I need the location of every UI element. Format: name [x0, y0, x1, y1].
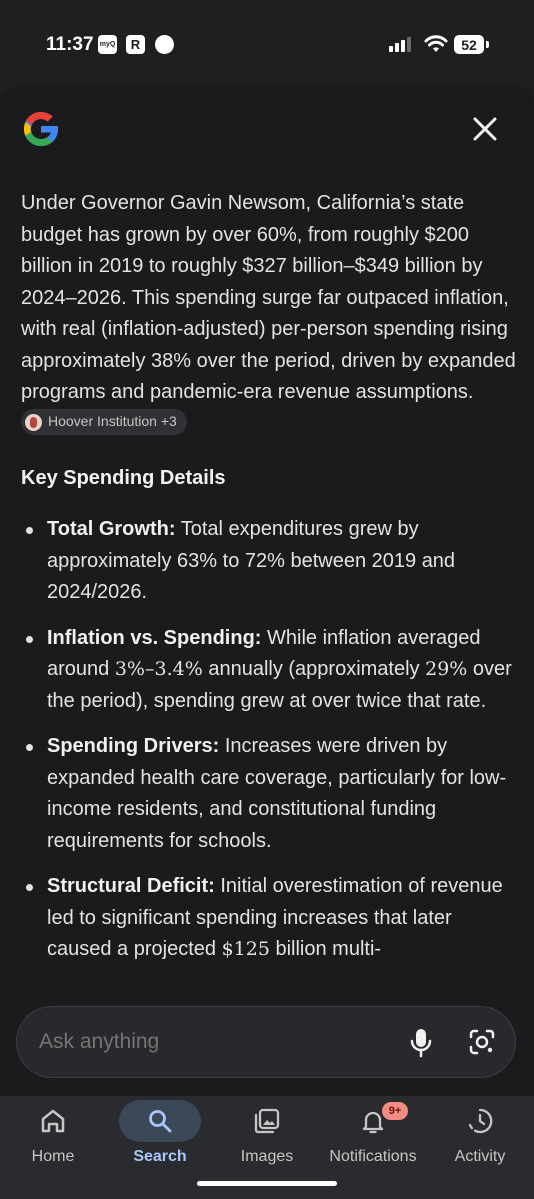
lens-icon[interactable] — [467, 1027, 497, 1057]
bullet-list: Total Growth: Total expenditures grew by… — [21, 514, 516, 966]
nav-notifications[interactable]: 9+ Notifications — [320, 1096, 426, 1186]
status-bar: 11:37 myQ R 52 — [0, 0, 534, 86]
bullet-text: While inflation averaged around — [47, 626, 481, 681]
search-icon — [149, 1110, 172, 1133]
nav-home-label: Home — [31, 1148, 75, 1165]
home-icon — [41, 1109, 65, 1133]
close-icon[interactable] — [470, 114, 500, 144]
activity-icon — [468, 1108, 493, 1134]
myq-app-icon: myQ — [98, 35, 117, 54]
bullet-text: Total expenditures grew by approximately… — [47, 518, 456, 603]
mic-icon[interactable] — [407, 1027, 435, 1059]
bullet-title: Structural Deficit: — [47, 875, 215, 897]
nav-images-label: Images — [240, 1148, 294, 1165]
bullet-text: annually (approximately — [202, 658, 426, 680]
record-dot-icon — [155, 35, 174, 54]
active-pill — [119, 1100, 201, 1142]
ai-overview-sheet: Under Governor Gavin Newsom, California’… — [0, 86, 534, 1096]
home-indicator — [197, 1181, 337, 1186]
nav-home[interactable]: Home — [0, 1096, 106, 1186]
list-item: Inflation vs. Spending: While inflation … — [21, 623, 516, 718]
battery-tip — [486, 41, 489, 48]
notification-badge: 9+ — [382, 1102, 408, 1120]
content-fade — [0, 971, 534, 1011]
nav-search-label: Search — [133, 1148, 187, 1165]
source-chip-label: Hoover Institution +3 — [48, 413, 177, 430]
r-app-icon: R — [126, 35, 145, 54]
list-item: Total Growth: Total expenditures grew by… — [21, 514, 516, 609]
bullet-text: billion multi- — [269, 938, 382, 960]
nav-activity[interactable]: Activity — [427, 1096, 533, 1186]
wifi-icon — [424, 35, 448, 52]
section-heading: Key Spending Details — [21, 467, 226, 489]
bullet-text: Increases were driven by expanded health… — [47, 735, 507, 852]
source-avatar-icon — [25, 413, 42, 431]
math-value: 3%–3.4% — [114, 658, 203, 680]
list-item: Spending Drivers: Increases were driven … — [21, 731, 516, 857]
math-value: 29% — [425, 658, 468, 680]
math-value: $125 — [221, 938, 270, 960]
bell-icon — [362, 1111, 384, 1134]
nav-search[interactable]: Search — [107, 1096, 213, 1186]
bullet-text: Initial overestimation of revenue led to… — [47, 875, 503, 960]
cellular-signal-icon — [389, 36, 417, 52]
overview-content: Under Governor Gavin Newsom, California’… — [21, 188, 516, 980]
nav-activity-label: Activity — [454, 1148, 506, 1165]
nav-notifications-label: Notifications — [329, 1148, 417, 1165]
status-time: 11:37 — [46, 34, 94, 55]
ask-input[interactable] — [37, 1029, 381, 1055]
overview-text: Under Governor Gavin Newsom, California’… — [21, 192, 516, 403]
bullet-title: Spending Drivers: — [47, 735, 220, 757]
bullet-title: Total Growth: — [47, 518, 176, 540]
overview-paragraph: Under Governor Gavin Newsom, California’… — [21, 188, 516, 440]
nav-images[interactable]: Images — [214, 1096, 320, 1186]
source-chip[interactable]: Hoover Institution +3 — [21, 409, 187, 436]
bullet-text: over the period), spending grew at over … — [47, 658, 512, 712]
battery-indicator: 52 — [454, 35, 484, 54]
images-icon — [254, 1108, 280, 1134]
list-item: Structural Deficit: Initial overestimati… — [21, 871, 516, 966]
google-logo-icon — [23, 111, 59, 147]
bullet-title: Inflation vs. Spending: — [47, 626, 262, 649]
ask-bar — [16, 1006, 516, 1078]
